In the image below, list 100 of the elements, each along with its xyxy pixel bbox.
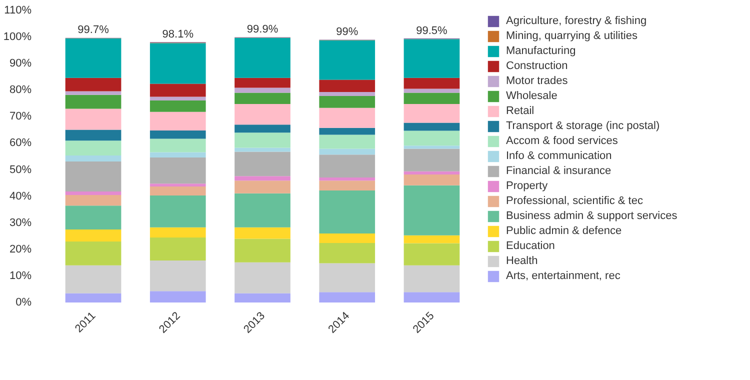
legend-label: Motor trades — [506, 74, 568, 88]
bar — [404, 92, 460, 104]
bar — [150, 96, 206, 100]
legend-label: Retail — [506, 104, 534, 118]
y-tick-label: 0% — [16, 296, 32, 308]
bar — [65, 108, 122, 130]
bar — [319, 180, 376, 190]
legend-label: Professional, scientific & tec — [506, 194, 643, 208]
bar — [319, 190, 376, 234]
y-tick-label: 80% — [9, 84, 32, 96]
bar — [404, 130, 460, 146]
bar — [234, 262, 290, 294]
legend-label: Arts, entertainment, rec — [506, 269, 620, 283]
legend-label: Property — [506, 179, 548, 193]
bar — [150, 196, 206, 228]
y-tick-label: 70% — [9, 110, 32, 123]
bar — [234, 148, 290, 152]
bar — [234, 193, 290, 228]
bar — [65, 194, 122, 206]
bar — [65, 230, 122, 242]
total-label: 99.5% — [416, 24, 448, 37]
bar — [150, 130, 206, 139]
legend-label: Mining, quarrying & utilities — [506, 29, 638, 43]
legend-label: Transport & storage (inc postal) — [506, 119, 660, 133]
legend-label: Public admin & defence — [506, 224, 622, 238]
y-tick-label: 20% — [9, 243, 32, 256]
bar — [150, 100, 206, 112]
bar — [404, 243, 460, 266]
bar — [319, 154, 376, 178]
legend-label: Construction — [506, 59, 568, 73]
bar — [319, 96, 376, 108]
y-tick-label: 50% — [9, 164, 32, 176]
bar — [234, 104, 290, 125]
bar — [65, 192, 122, 195]
bar — [150, 184, 206, 186]
bar — [319, 233, 376, 244]
bar — [150, 291, 206, 302]
bar — [150, 227, 206, 238]
bar — [404, 235, 460, 244]
bar — [319, 263, 376, 292]
bar — [65, 265, 122, 294]
bar — [404, 185, 460, 236]
y-tick-label: 40% — [9, 190, 32, 202]
bar — [234, 78, 290, 88]
y-tick-label: 110% — [4, 4, 32, 16]
legend-label: Agriculture, forestry & fishing — [506, 14, 647, 28]
bar — [150, 186, 206, 196]
bar — [404, 146, 460, 149]
y-tick-label: 60% — [9, 137, 32, 150]
bar — [404, 88, 460, 93]
bar — [65, 38, 122, 78]
bar — [234, 238, 290, 262]
bar — [319, 148, 376, 155]
legend-label: Info & communication — [506, 149, 612, 163]
legend-label: Wholesale — [506, 89, 558, 103]
bar — [319, 80, 376, 92]
total-label: 99.9% — [246, 24, 278, 36]
total-label: 99% — [336, 26, 358, 38]
legend-label: Accom & food services — [506, 134, 618, 148]
bar — [404, 78, 460, 89]
bar — [234, 124, 290, 133]
legend-label: Financial & insurance — [506, 164, 612, 178]
bar — [404, 122, 460, 131]
legend-label: Manufacturing — [506, 44, 576, 58]
bar — [150, 112, 206, 130]
bar — [150, 138, 206, 152]
bar — [319, 243, 376, 264]
bar — [319, 292, 376, 302]
bar — [65, 162, 122, 192]
y-tick-label: 30% — [9, 216, 32, 229]
bar — [234, 88, 290, 93]
bar — [150, 237, 206, 261]
bar — [65, 140, 122, 156]
bar — [65, 293, 122, 302]
bar — [234, 152, 290, 176]
bar — [150, 158, 206, 184]
bar — [234, 176, 290, 181]
total-label: 99.7% — [78, 24, 110, 36]
bar — [65, 206, 122, 230]
bar — [234, 293, 290, 302]
legend-label: Health — [506, 254, 538, 268]
bar — [150, 84, 206, 97]
bar — [404, 39, 460, 78]
bar — [65, 94, 122, 109]
bar — [65, 91, 122, 95]
bar — [319, 40, 376, 80]
bar — [65, 155, 122, 162]
bar — [404, 104, 460, 123]
y-tick-label: 10% — [9, 270, 32, 282]
y-tick-label: 100% — [3, 31, 32, 44]
bar — [234, 92, 290, 104]
bar — [404, 174, 460, 186]
y-tick-label: 90% — [9, 58, 32, 70]
bar — [150, 43, 206, 84]
bar — [65, 241, 122, 266]
bar — [65, 130, 122, 141]
bar — [150, 152, 206, 158]
total-label: 98.1% — [162, 28, 194, 40]
bar — [319, 134, 376, 149]
bar — [234, 38, 290, 78]
